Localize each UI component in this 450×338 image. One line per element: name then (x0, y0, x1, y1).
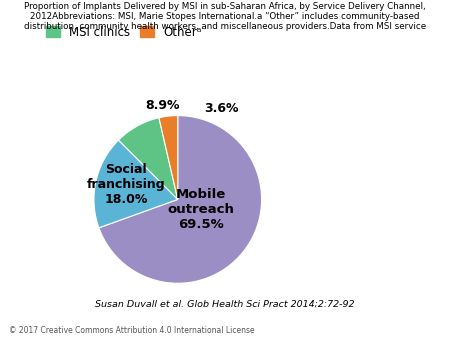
Text: Social
franchising
18.0%: Social franchising 18.0% (86, 163, 165, 206)
Wedge shape (159, 116, 178, 199)
Legend: MSI clinics, Otherᵃ: MSI clinics, Otherᵃ (41, 21, 207, 43)
Text: Mobile
outreach
69.5%: Mobile outreach 69.5% (168, 188, 234, 231)
Wedge shape (94, 140, 178, 228)
Text: Proportion of Implants Delivered by MSI in sub-Saharan Africa, by Service Delive: Proportion of Implants Delivered by MSI … (24, 2, 426, 31)
Text: Susan Duvall et al. Glob Health Sci Pract 2014;2:72-92: Susan Duvall et al. Glob Health Sci Prac… (95, 299, 355, 308)
Wedge shape (99, 116, 261, 283)
Wedge shape (118, 118, 178, 199)
Text: © 2017 Creative Commons Attribution 4.0 International License: © 2017 Creative Commons Attribution 4.0 … (9, 325, 255, 335)
Text: 8.9%: 8.9% (145, 99, 180, 112)
Text: 3.6%: 3.6% (204, 102, 238, 115)
